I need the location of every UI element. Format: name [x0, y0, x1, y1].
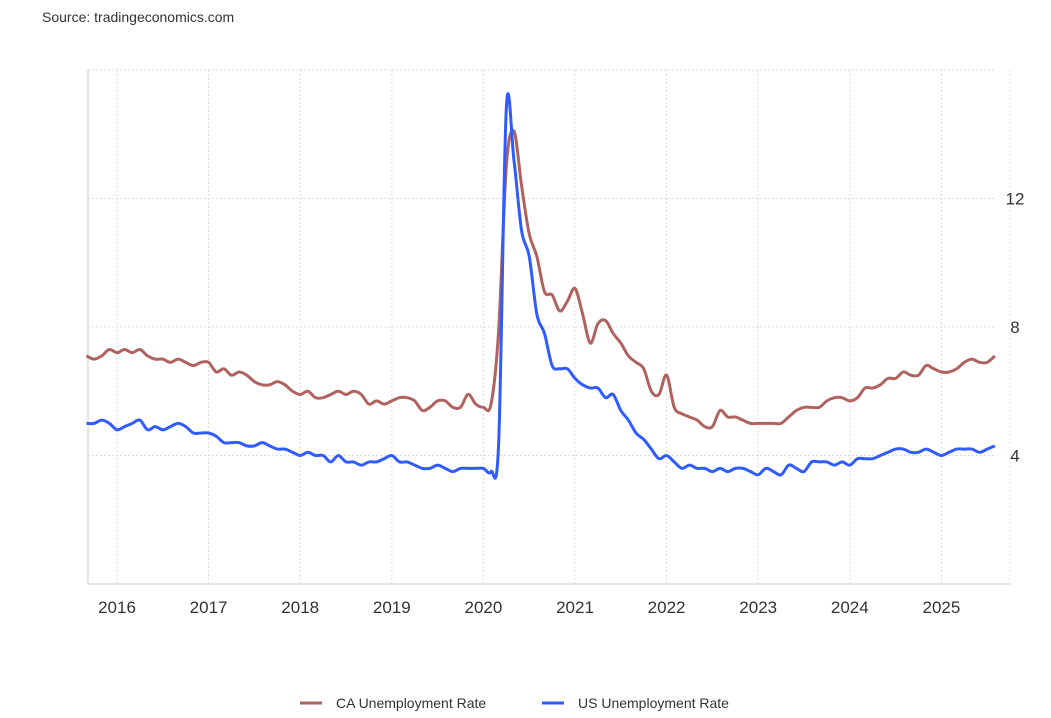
- legend: CA Unemployment Rate US Unemployment Rate: [300, 695, 729, 711]
- legend-label: CA Unemployment Rate: [336, 695, 486, 711]
- x-tick-label: 2018: [281, 598, 319, 617]
- x-tick-label: 2022: [648, 598, 686, 617]
- grid: [88, 69, 996, 584]
- series-lines: [85, 92, 996, 480]
- x-tick-label: 2017: [190, 598, 228, 617]
- x-tick-label: 2025: [922, 598, 960, 617]
- y-tick-label: 4: [1010, 447, 1019, 466]
- series-line-ca: [85, 128, 996, 430]
- y-tick-label: 8: [1010, 318, 1019, 337]
- x-tick-label: 2023: [739, 598, 777, 617]
- x-tick-label: 2021: [556, 598, 594, 617]
- y-tick-label: 12: [1006, 190, 1025, 209]
- x-tick-label: 2024: [831, 598, 869, 617]
- x-tick-label: 2020: [464, 598, 502, 617]
- x-tick-label: 2019: [373, 598, 411, 617]
- x-tick-label: 2016: [98, 598, 136, 617]
- source-label: Source: tradingeconomics.com: [42, 9, 235, 25]
- axes: 2016 2017 2018 2019 2020 2021 2022 2023 2024 2025…: [87, 70, 1025, 617]
- legend-label: US Unemployment Rate: [578, 695, 729, 711]
- series-line-us: [86, 92, 996, 480]
